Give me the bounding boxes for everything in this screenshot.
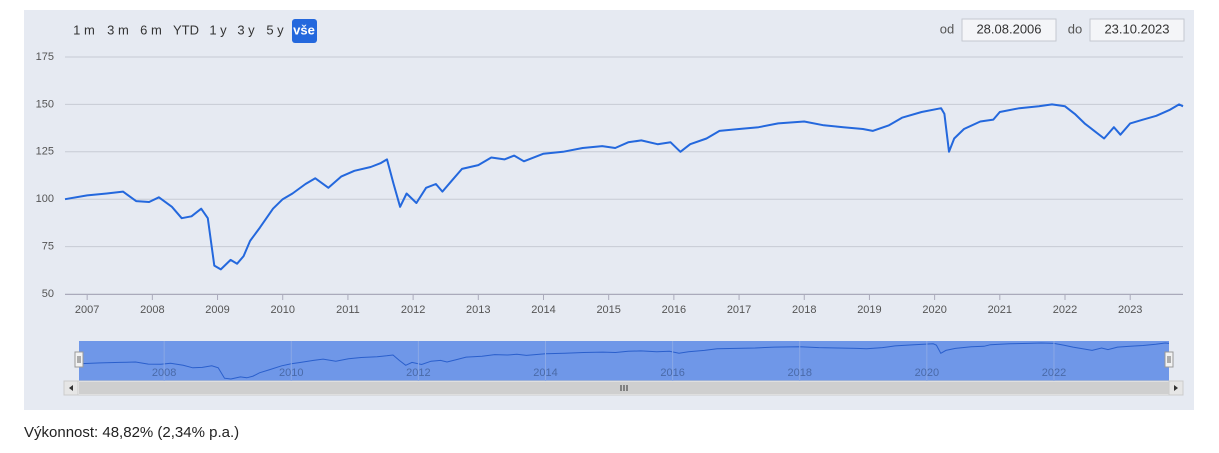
to-input[interactable] [1089, 18, 1185, 42]
range-button[interactable]: YTD [173, 22, 199, 37]
arrow-right [1174, 385, 1178, 391]
x-tick-label: 2012 [401, 304, 425, 316]
navigator-handle[interactable] [74, 351, 84, 368]
x-tick-label: 2010 [270, 304, 294, 316]
range-button[interactable]: 5 y [266, 22, 284, 37]
y-tick-label: 50 [42, 288, 54, 300]
x-tick-label: 2022 [1053, 304, 1077, 316]
navigator-tick-label: 2016 [660, 367, 684, 379]
navigator-tick-label: 2020 [915, 367, 939, 379]
navigator-tick-label: 2014 [533, 367, 557, 379]
range-button[interactable]: 3 y [237, 22, 255, 37]
x-tick-label: 2009 [205, 304, 229, 316]
navigator-line [78, 342, 1170, 380]
x-tick-label: 2021 [988, 304, 1012, 316]
x-tick-label: 2019 [857, 304, 881, 316]
performance-text: Výkonnost: 48,82% (2,34% p.a.) [24, 424, 240, 441]
y-tick-label: 175 [36, 51, 54, 63]
range-button[interactable]: 1 y [209, 22, 227, 37]
range-button[interactable]: 3 m [107, 22, 129, 37]
scrollbar-grip [620, 385, 628, 391]
navigator-tick-label: 2022 [1042, 367, 1066, 379]
x-tick-label: 2007 [75, 304, 99, 316]
series-line [64, 103, 1184, 271]
chart: od 28.08.2006 do 23.10.2023 1 m 3 m 6 m YTD… [24, 10, 1194, 410]
range-button[interactable]: vše [293, 22, 315, 37]
handle-grip [77, 356, 81, 363]
handle-grip [1167, 356, 1171, 363]
range-button[interactable]: 1 m [73, 22, 95, 37]
from-label: od [940, 21, 954, 36]
navigator-tick-label: 2012 [406, 367, 430, 379]
navigator-tick-label: 2010 [279, 367, 303, 379]
range-button-bg[interactable] [292, 19, 317, 43]
x-tick-label: 2014 [531, 304, 555, 316]
to-date[interactable]: 23.10.2023 [1104, 21, 1169, 36]
y-tick-label: 150 [36, 98, 54, 110]
x-tick-label: 2013 [466, 304, 490, 316]
to-label: do [1068, 21, 1082, 36]
arrow-left [69, 385, 73, 391]
x-tick-label: 2023 [1118, 304, 1142, 316]
x-tick-label: 2011 [336, 304, 360, 316]
range-button[interactable]: 6 m [140, 22, 162, 37]
navigator-tick-label: 2008 [152, 367, 176, 379]
x-tick-label: 2015 [596, 304, 620, 316]
x-tick-label: 2018 [792, 304, 816, 316]
from-date[interactable]: 28.08.2006 [976, 21, 1041, 36]
x-tick-label: 2020 [922, 304, 946, 316]
x-tick-label: 2016 [662, 304, 686, 316]
y-tick-label: 75 [42, 241, 54, 253]
navigator-handle[interactable] [1164, 351, 1174, 368]
navigator-tick-label: 2018 [787, 367, 811, 379]
y-tick-label: 125 [36, 146, 54, 158]
x-tick-label: 2017 [727, 304, 751, 316]
x-tick-label: 2008 [140, 304, 164, 316]
from-input[interactable] [961, 18, 1057, 42]
y-tick-label: 100 [36, 193, 54, 205]
navigator-mask [79, 341, 1169, 381]
